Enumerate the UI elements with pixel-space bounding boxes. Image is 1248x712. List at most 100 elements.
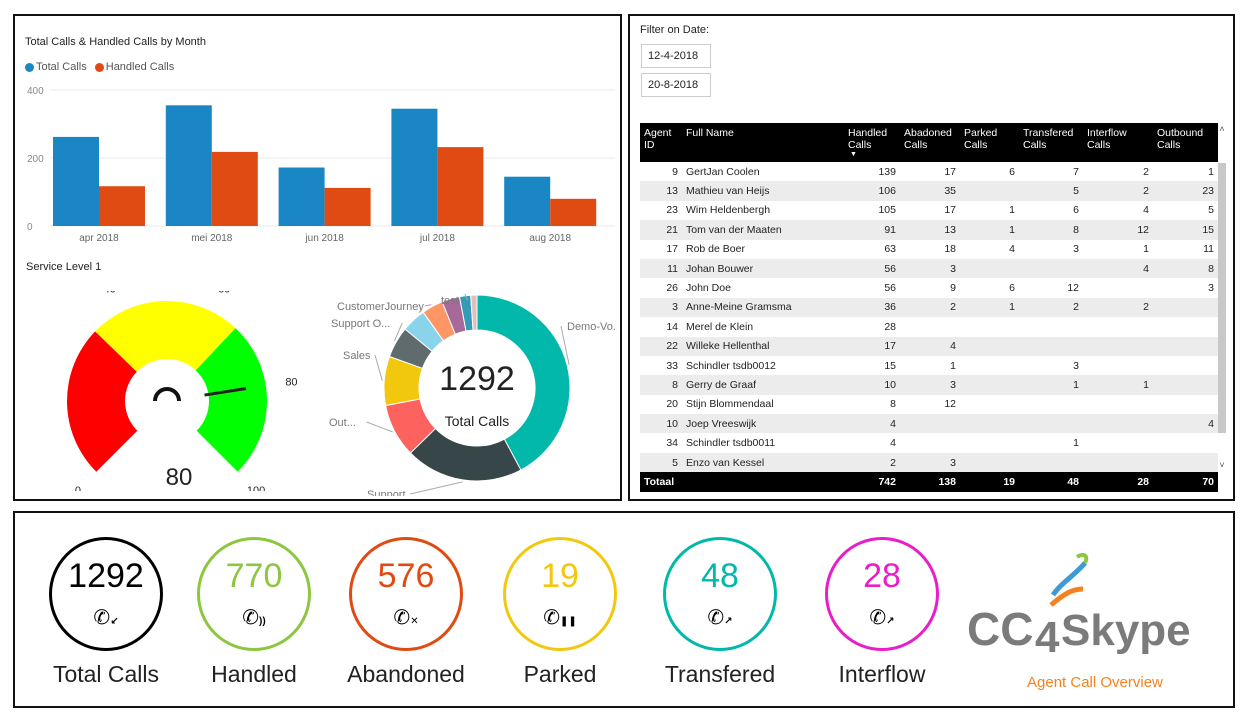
cell-value: 3	[950, 456, 956, 469]
scroll-up-icon[interactable]: ˄	[1219, 124, 1225, 134]
table-row[interactable]: 3 Anne-Meine Gramsma 36 2 1 2 2	[640, 297, 1218, 318]
donut-leader-line	[374, 354, 383, 381]
bar-handled-calls[interactable]	[324, 187, 371, 226]
kpi-ring	[49, 537, 163, 651]
table-row[interactable]: 11 Johan Bouwer 56 3 4 8	[640, 258, 1218, 279]
cell-value	[1083, 433, 1153, 452]
cell-full-name: Wim Heldenbergh	[686, 204, 771, 217]
bar-total-calls[interactable]	[391, 108, 438, 226]
cell-agent-id: 5	[672, 456, 678, 469]
table-row[interactable]: 8 Gerry de Graaf 10 3 1 1	[640, 375, 1218, 395]
col-outbound-calls[interactable]: Outbound Calls	[1157, 127, 1204, 151]
date-from-input[interactable]: 12-4-2018	[641, 44, 711, 68]
table-row[interactable]: 34 Schindler tsdb0011 4 1	[640, 433, 1218, 452]
cell-agent-id: 34	[666, 437, 678, 450]
donut-leader-line	[560, 325, 570, 366]
bar-total-calls[interactable]	[504, 176, 551, 226]
cell-value: 35	[944, 185, 956, 198]
table-row[interactable]: 33 Schindler tsdb0012 15 1 3	[640, 356, 1218, 375]
cell-value	[1083, 337, 1153, 356]
scroll-thumb[interactable]	[1218, 163, 1226, 433]
cell-value: 1	[1073, 378, 1079, 391]
cell-value: 91	[884, 223, 896, 236]
cell-value	[900, 414, 960, 433]
bar-handled-calls[interactable]	[99, 186, 145, 226]
table-row[interactable]: 22 Willeke Hellenthal 17 4	[640, 336, 1218, 356]
table-total-row: Totaal 742 138 19 48 28 70	[640, 472, 1218, 492]
donut-slice-label: Support	[367, 489, 406, 496]
bar-total-calls[interactable]	[278, 167, 325, 226]
cc4skype-logo: CC 4 Skype	[967, 553, 1191, 662]
legend-item-total-calls[interactable]: Total Calls	[25, 61, 87, 73]
donut-leader-line	[393, 322, 403, 342]
app-subtitle: Agent Call Overview	[1027, 674, 1163, 691]
kpi-value: 576	[377, 557, 435, 595]
col-full-name[interactable]: Full Name	[686, 127, 734, 139]
charts-panel: Total Calls & Handled Calls by Month Tot…	[13, 14, 622, 501]
table-row[interactable]: 23 Wim Heldenbergh 105 17 1 6 4 5	[640, 201, 1218, 220]
cell-value: 6	[1073, 204, 1079, 217]
cell-agent-id: 3	[672, 301, 678, 314]
cell-value: 56	[884, 282, 896, 295]
gauge-value: 80	[166, 464, 193, 491]
kpi-ring	[663, 537, 777, 651]
table-row[interactable]: 21 Tom van der Maaten 91 13 1 8 12 15	[640, 220, 1218, 240]
x-tick-label: jul 2018	[419, 233, 455, 244]
cell-agent-id: 21	[666, 223, 678, 236]
cell-agent-id: 13	[666, 185, 678, 198]
cell-value: 4	[1009, 243, 1015, 256]
col-interflow-calls[interactable]: Interflow Calls	[1087, 127, 1127, 151]
x-tick-label: mei 2018	[191, 233, 233, 244]
table-scrollbar[interactable]: ˄ ˅	[1218, 123, 1226, 493]
scroll-down-icon[interactable]: ˅	[1219, 460, 1225, 470]
cell-value: 9	[950, 282, 956, 295]
cell-value	[960, 375, 1019, 394]
table-row[interactable]: 17 Rob de Boer 63 18 4 3 1 11	[640, 240, 1218, 259]
cell-value: 7	[1073, 165, 1079, 178]
col-parked-calls[interactable]: Parked Calls	[964, 127, 998, 151]
cell-value: 15	[884, 359, 896, 372]
legend-item-handled-calls[interactable]: Handled Calls	[94, 61, 174, 73]
table-row[interactable]: 5 Enzo van Kessel 2 3	[640, 452, 1218, 473]
bar-total-calls[interactable]	[53, 136, 99, 226]
cell-value: 1	[1143, 378, 1149, 391]
cell-value: 5	[1208, 204, 1214, 217]
table-row[interactable]: 9 GertJan Coolen 139 17 6 7 2 1	[640, 162, 1218, 181]
phone-ringing-icon: ✆))	[242, 607, 266, 629]
total-outbound: 70	[1202, 475, 1214, 488]
x-tick-label: aug 2018	[529, 233, 571, 244]
donut-leader-line	[424, 304, 432, 307]
date-to-input[interactable]: 20-8-2018	[641, 73, 711, 97]
table-row[interactable]: 26 John Doe 56 9 6 12 3	[640, 278, 1218, 297]
bar-handled-calls[interactable]	[211, 151, 258, 226]
donut-slice[interactable]	[476, 294, 571, 471]
total-interflow: 28	[1137, 475, 1149, 488]
svg-text:4: 4	[1035, 613, 1060, 662]
table-row[interactable]: 14 Merel de Klein 28	[640, 317, 1218, 336]
bar-total-calls[interactable]	[165, 105, 212, 226]
col-handled-calls[interactable]: Handled Calls ▼	[844, 123, 900, 162]
cell-value: 36	[884, 301, 896, 314]
gauge-tick-label: 0	[75, 485, 81, 491]
cell-value: 4	[1143, 204, 1149, 217]
kpi-label: Interflow	[838, 661, 926, 687]
bar-handled-calls[interactable]	[550, 198, 597, 226]
cell-value: 1	[1009, 204, 1015, 217]
cell-value: 11	[1203, 243, 1214, 256]
total-abandoned: 138	[938, 475, 956, 488]
sort-desc-icon: ▼	[850, 151, 857, 158]
donut-slice-label: Demo-Vo...	[567, 321, 617, 333]
donut-center-value: 1292	[439, 360, 515, 398]
cell-value	[960, 337, 1019, 356]
bar-handled-calls[interactable]	[437, 147, 484, 226]
cell-value: 6	[1009, 282, 1015, 295]
table-row[interactable]: 13 Mathieu van Heijs 106 35 5 2 23	[640, 181, 1218, 201]
table-row[interactable]: 10 Joep Vreeswijk 4 4	[640, 414, 1218, 434]
col-agent-id[interactable]: Agent ID	[644, 127, 672, 151]
donut-slice[interactable]	[470, 294, 478, 331]
phone-forward-icon: ✆↗	[869, 607, 895, 629]
phone-incoming-icon: ✆↙	[93, 607, 119, 629]
col-transfered-calls[interactable]: Transfered Calls	[1023, 127, 1074, 151]
col-abandoned-calls[interactable]: Abadoned Calls	[904, 127, 952, 151]
table-row[interactable]: 20 Stijn Blommendaal 8 12	[640, 395, 1218, 414]
